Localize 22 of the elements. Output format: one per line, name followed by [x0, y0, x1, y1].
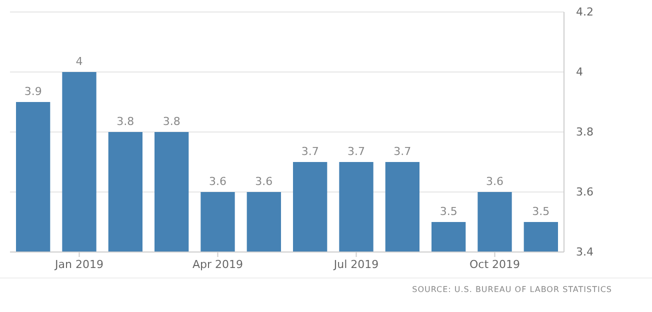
x-tick-label: Apr 2019	[192, 258, 244, 271]
data-label: 3.6	[209, 175, 226, 188]
data-label: 4	[76, 55, 83, 68]
y-tick-label: 3.6	[576, 186, 594, 199]
data-label: 3.8	[162, 115, 180, 128]
x-tick-label: Jul 2019	[332, 258, 379, 271]
data-label: 3.7	[348, 145, 365, 158]
data-label: 3.5	[532, 205, 550, 218]
y-tick-label: 4.2	[576, 6, 594, 19]
data-label: 3.8	[116, 115, 134, 128]
y-tick-label: 4	[576, 66, 583, 79]
y-tick-label: 3.8	[576, 126, 594, 139]
source-note: SOURCE: U.S. BUREAU OF LABOR STATISTICS	[412, 285, 612, 294]
x-tick-label: Jan 2019	[54, 258, 104, 271]
data-label: 3.6	[255, 175, 273, 188]
data-label: 3.7	[394, 145, 412, 158]
data-label: 3.5	[440, 205, 458, 218]
x-tick-label: Oct 2019	[469, 258, 520, 271]
data-label: 3.6	[486, 175, 504, 188]
y-tick-label: 3.4	[576, 246, 594, 259]
data-label: 3.9	[24, 85, 42, 98]
data-label: 3.7	[301, 145, 319, 158]
